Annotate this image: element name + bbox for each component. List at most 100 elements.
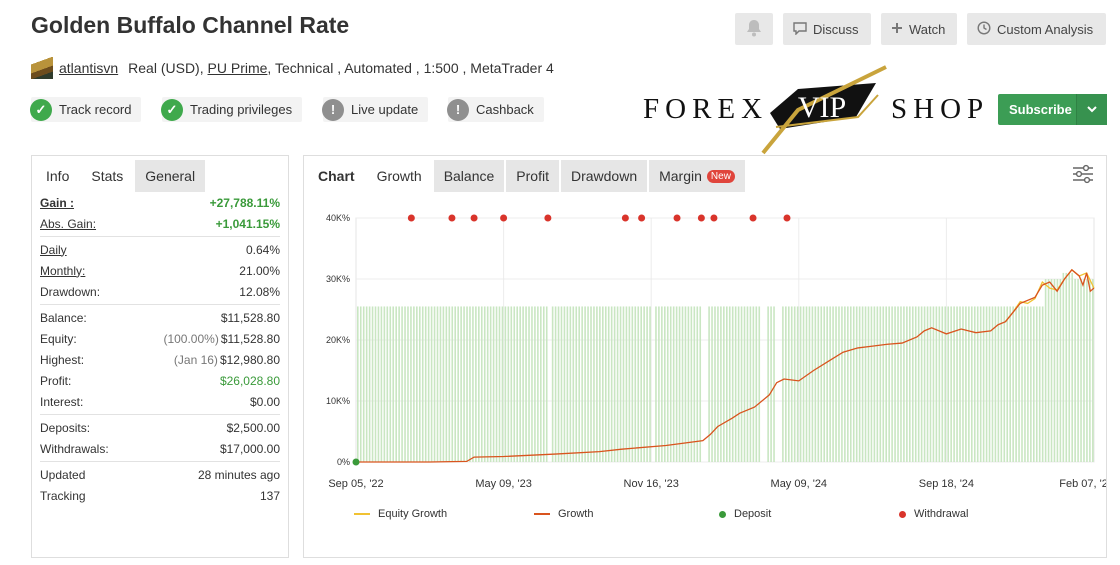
- balance-bar: [368, 306, 371, 462]
- equity-percent: (100.00%): [163, 331, 219, 346]
- balance-bar: [965, 306, 967, 462]
- tab-stats[interactable]: Stats: [81, 160, 134, 192]
- track-record-badge[interactable]: ✓ Track record: [30, 97, 142, 122]
- balance-bar: [655, 306, 657, 462]
- withdrawals-value: $17,000.00: [219, 441, 280, 456]
- growth-line: [356, 268, 1095, 463]
- balance-bar: [569, 306, 572, 462]
- balance-bar: [755, 306, 758, 462]
- discuss-label: Discuss: [813, 21, 859, 37]
- balance-bar: [944, 306, 947, 462]
- balance-bar: [587, 306, 589, 462]
- balance-bar: [785, 306, 787, 462]
- balance-bar: [519, 306, 521, 462]
- chevron-down-icon[interactable]: [1076, 94, 1107, 125]
- balance-bar: [844, 306, 846, 462]
- tab-margin[interactable]: Margin New: [649, 160, 745, 192]
- balance-bar: [460, 306, 462, 462]
- balance-bar: [1038, 306, 1041, 462]
- balance-bar: [593, 306, 595, 462]
- discuss-button[interactable]: Discuss: [783, 13, 871, 45]
- legend-deposit[interactable]: Deposit: [719, 508, 899, 520]
- balance-bar: [973, 306, 976, 462]
- legend-label: Withdrawal: [914, 508, 969, 520]
- balance-bar: [413, 306, 415, 462]
- balance-bar: [658, 306, 660, 462]
- balance-bar: [616, 306, 619, 462]
- tab-chart[interactable]: Chart: [308, 160, 365, 192]
- balance-bar: [699, 306, 702, 462]
- balance-bar: [956, 306, 958, 462]
- balance-bar: [498, 306, 501, 462]
- balance-bar: [971, 306, 973, 462]
- abs-gain-label[interactable]: Abs. Gain:: [40, 216, 97, 231]
- balance-bar: [678, 306, 681, 462]
- balance-bar: [1065, 272, 1068, 462]
- cashback-badge[interactable]: ! Cashback: [447, 97, 544, 122]
- tab-profit[interactable]: Profit: [506, 160, 559, 192]
- balance-bar: [749, 306, 752, 462]
- notification-button[interactable]: [735, 13, 773, 45]
- balance-bar: [829, 306, 831, 462]
- growth-chart: 0% 10K% 20K% 30K% 40K% Sep 05, '22 May 09, '23…: [326, 213, 1106, 490]
- balance-bar: [976, 306, 979, 462]
- legend-withdrawal[interactable]: Withdrawal: [899, 508, 968, 520]
- broker-link[interactable]: PU Prime: [207, 60, 268, 76]
- balance-bar: [661, 306, 663, 462]
- watermark-right: SHOP: [891, 93, 990, 125]
- daily-value: 0.64%: [245, 242, 280, 257]
- balance-bar: [563, 306, 566, 462]
- legend-swatch: [899, 510, 906, 518]
- legend-equity-growth[interactable]: Equity Growth: [354, 508, 534, 520]
- tab-general[interactable]: General: [135, 160, 206, 192]
- balance-bar: [472, 306, 474, 462]
- deposits-label: Deposits:: [40, 420, 91, 435]
- balance-bar: [454, 306, 457, 462]
- y-tick-label: 30K%: [326, 274, 350, 284]
- balance-bar: [1035, 306, 1038, 462]
- balance-bar: [681, 306, 684, 462]
- balance-bar: [542, 306, 545, 462]
- tab-growth[interactable]: Growth: [366, 160, 432, 192]
- balance-bar: [534, 306, 536, 462]
- daily-label[interactable]: Daily: [40, 242, 67, 257]
- subscribe-button[interactable]: Subscribe: [998, 94, 1107, 125]
- balance-bar: [917, 306, 920, 462]
- balance-bar: [1044, 279, 1047, 462]
- system-details: , Technical , Automated , 1:500 , MetaTr…: [267, 60, 554, 76]
- balance-bar: [377, 306, 380, 462]
- custom-analysis-button[interactable]: Custom Analysis: [967, 13, 1106, 45]
- monthly-label[interactable]: Monthly:: [40, 263, 86, 278]
- balance-bar: [1012, 306, 1014, 462]
- balance-bar: [528, 306, 530, 462]
- gain-label[interactable]: Gain :: [40, 195, 75, 210]
- balance-bar: [466, 306, 468, 462]
- balance-bar: [1071, 272, 1073, 462]
- balance-bar: [634, 306, 637, 462]
- trading-privileges-badge[interactable]: ✓ Trading privileges: [161, 97, 303, 122]
- new-badge: New: [706, 169, 735, 183]
- balance-bar: [758, 306, 761, 462]
- live-update-badge[interactable]: ! Live update: [322, 97, 429, 122]
- balance-bar: [407, 306, 409, 462]
- balance-bar: [664, 306, 666, 462]
- tab-drawdown[interactable]: Drawdown: [560, 160, 648, 192]
- legend-growth[interactable]: Growth: [534, 508, 719, 520]
- tab-balance[interactable]: Balance: [433, 160, 505, 192]
- chart-legend: Equity Growth Growth Deposit Withdrawal: [354, 508, 968, 520]
- balance-bar: [525, 306, 527, 462]
- watch-button[interactable]: Watch: [881, 13, 957, 45]
- user-link[interactable]: atlantisvn: [59, 60, 119, 76]
- x-tick-label: Nov 16, '23: [624, 478, 679, 490]
- balance-bar: [723, 306, 725, 462]
- tab-info[interactable]: Info: [36, 160, 80, 192]
- balance-bar: [540, 306, 542, 462]
- balance-bar: [410, 306, 412, 462]
- exclamation-icon: !: [447, 98, 469, 121]
- balance-bar: [835, 306, 837, 462]
- balance-bar: [811, 306, 814, 462]
- watermark-left: FOREX: [643, 93, 769, 125]
- balance-bar: [386, 306, 389, 462]
- balance-bar: [867, 306, 870, 462]
- settings-sliders-icon[interactable]: [1072, 164, 1094, 187]
